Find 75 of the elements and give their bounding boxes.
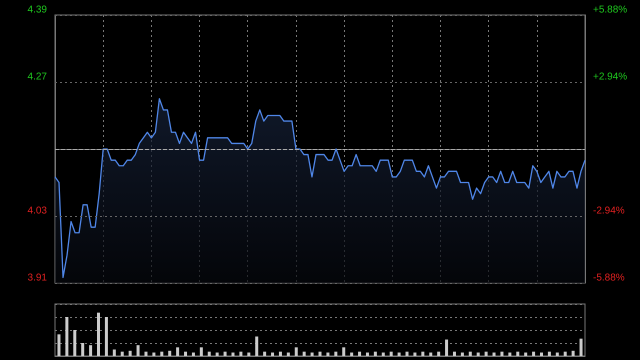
bar <box>278 352 282 356</box>
bar <box>500 352 504 356</box>
bar <box>294 347 298 356</box>
bar <box>366 352 369 356</box>
bar <box>286 352 290 356</box>
bar <box>413 352 416 356</box>
bar <box>57 334 60 356</box>
y2-tick-label: -5.88% <box>593 272 625 284</box>
bar <box>104 317 108 356</box>
bar <box>73 330 76 356</box>
bar <box>421 352 424 356</box>
bar <box>224 352 227 356</box>
bar <box>406 352 409 356</box>
bar <box>176 347 180 356</box>
bar <box>160 352 164 356</box>
bar <box>326 352 330 356</box>
bar <box>334 352 338 356</box>
bar <box>452 352 456 356</box>
bar <box>128 350 132 356</box>
y2-tick-label: -2.94% <box>593 206 625 216</box>
bar <box>476 352 480 356</box>
bar <box>318 352 322 356</box>
bar <box>564 352 567 356</box>
bar <box>89 345 92 356</box>
bar <box>112 350 116 356</box>
bar <box>484 352 488 356</box>
bar <box>65 317 68 356</box>
bar <box>208 352 211 356</box>
bar <box>97 312 100 356</box>
bar <box>540 352 543 356</box>
bar <box>152 352 156 356</box>
bar <box>374 352 377 356</box>
bar <box>556 352 559 356</box>
bar <box>508 352 512 356</box>
bar <box>263 352 266 356</box>
bar <box>572 350 575 356</box>
bar <box>468 352 472 356</box>
y2-tick-label: +5.88% <box>593 4 628 16</box>
bar <box>437 352 440 356</box>
bar <box>460 352 464 356</box>
bar <box>144 352 148 356</box>
bar <box>516 352 520 356</box>
bar <box>168 350 172 356</box>
bar <box>492 352 496 356</box>
bar <box>532 352 536 356</box>
bar <box>271 352 274 356</box>
bar <box>580 338 583 356</box>
bar <box>358 352 362 356</box>
bar <box>255 336 258 356</box>
bar <box>445 340 448 356</box>
bar <box>548 352 551 356</box>
y-tick-label: 4.03 <box>28 206 48 216</box>
bar <box>524 352 528 356</box>
bar <box>184 352 188 356</box>
y2-tick-label: +2.94% <box>593 72 628 82</box>
bar <box>200 347 203 356</box>
bar <box>136 345 140 356</box>
y-tick-label: 4.39 <box>28 4 48 16</box>
bar <box>398 352 401 356</box>
bar <box>382 352 385 356</box>
bar <box>192 352 195 356</box>
bar <box>342 347 346 356</box>
y-tick-label: 4.27 <box>28 72 48 82</box>
y-tick-label: 3.91 <box>28 272 48 284</box>
bar <box>239 352 242 356</box>
bar <box>231 352 234 356</box>
bar <box>350 352 354 356</box>
bar <box>81 343 84 356</box>
bar <box>390 352 393 356</box>
bar <box>120 352 124 356</box>
bar <box>310 352 314 356</box>
bar <box>247 352 250 356</box>
bar <box>302 352 306 356</box>
bar <box>429 352 432 356</box>
bar <box>216 352 219 356</box>
